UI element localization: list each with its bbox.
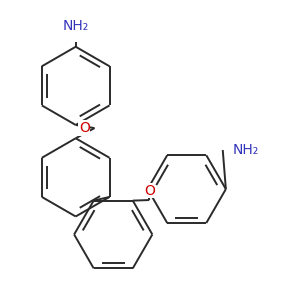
Text: NH₂: NH₂ (232, 143, 258, 157)
Text: NH₂: NH₂ (63, 19, 89, 33)
Text: O: O (144, 184, 155, 198)
Text: O: O (79, 121, 90, 135)
